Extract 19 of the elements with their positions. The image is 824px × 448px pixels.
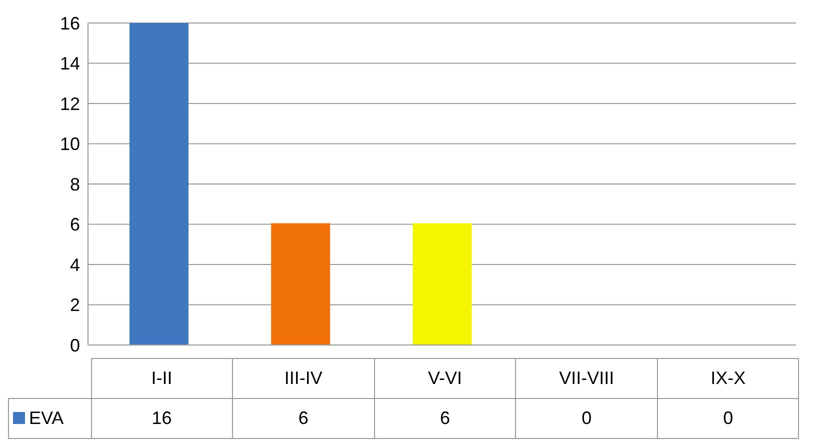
y-tick-label: 0: [70, 335, 80, 356]
y-tick-label: 12: [60, 94, 80, 114]
data-label: 0: [516, 398, 658, 438]
y-tick-label: 6: [70, 214, 80, 235]
x-tick-label: I-II: [91, 358, 233, 398]
y-tick-label: 4: [70, 254, 80, 275]
data-label: 0: [657, 398, 799, 438]
x-tick-label: VII-VIII: [516, 358, 658, 398]
data-label: 6: [374, 398, 516, 438]
y-tick-label: 16: [60, 13, 80, 34]
x-tick-label: III-IV: [232, 358, 374, 398]
data-label: 6: [232, 398, 374, 438]
y-tick-label: 8: [70, 174, 80, 194]
y-tick-label: 2: [70, 295, 80, 316]
x-tick-label: IX-X: [657, 358, 799, 398]
x-tick-label: V-VI: [374, 358, 516, 398]
y-tick-label: 10: [60, 134, 80, 154]
legend-label: EVA: [8, 398, 91, 438]
y-tick-label: 14: [60, 54, 80, 74]
